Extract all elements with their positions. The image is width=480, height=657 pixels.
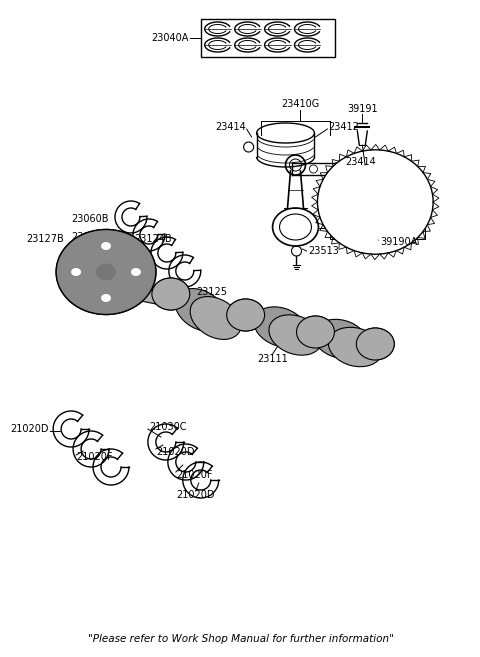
Text: 23125: 23125 (196, 287, 227, 297)
Text: 23111: 23111 (257, 354, 288, 364)
Ellipse shape (254, 307, 307, 347)
Text: 39191: 39191 (347, 104, 378, 114)
Text: 23414: 23414 (215, 122, 246, 132)
Ellipse shape (131, 268, 141, 276)
Ellipse shape (71, 268, 81, 276)
Bar (330, 217, 425, 239)
Ellipse shape (328, 327, 382, 367)
Text: 21030C: 21030C (149, 422, 186, 432)
Ellipse shape (56, 229, 156, 315)
Ellipse shape (101, 294, 111, 302)
Ellipse shape (96, 263, 116, 281)
Text: 23060B: 23060B (72, 232, 109, 242)
Text: 21020D: 21020D (156, 447, 194, 457)
Text: 23060B: 23060B (72, 214, 109, 224)
Text: 23127B: 23127B (26, 234, 64, 244)
Text: 21020F: 21020F (176, 470, 212, 480)
Polygon shape (131, 287, 385, 349)
Text: 23414: 23414 (346, 157, 376, 167)
Ellipse shape (313, 319, 367, 359)
Text: 21020F: 21020F (76, 452, 113, 462)
Ellipse shape (227, 299, 264, 331)
Ellipse shape (152, 278, 190, 310)
Text: 23412: 23412 (328, 122, 360, 132)
Ellipse shape (269, 315, 322, 355)
Ellipse shape (356, 328, 394, 360)
Text: 39190A: 39190A (380, 237, 418, 247)
Ellipse shape (334, 164, 417, 240)
Text: 23060B: 23060B (72, 249, 109, 259)
Ellipse shape (190, 296, 241, 340)
Text: 23410G: 23410G (281, 99, 320, 109)
Ellipse shape (317, 150, 433, 254)
Text: 23510: 23510 (363, 223, 394, 233)
Ellipse shape (175, 288, 227, 331)
Text: 21020D: 21020D (11, 424, 49, 434)
Text: "Please refer to Work Shop Manual for further information": "Please refer to Work Shop Manual for fu… (88, 634, 394, 644)
Text: 23040A: 23040A (151, 33, 189, 43)
Text: 23124B: 23124B (134, 234, 171, 244)
Bar (201, 19, 336, 57)
Text: 23060B: 23060B (72, 267, 109, 277)
Text: 23513: 23513 (309, 246, 339, 256)
Ellipse shape (101, 242, 111, 250)
Text: 21020D: 21020D (177, 490, 215, 500)
Ellipse shape (297, 316, 335, 348)
